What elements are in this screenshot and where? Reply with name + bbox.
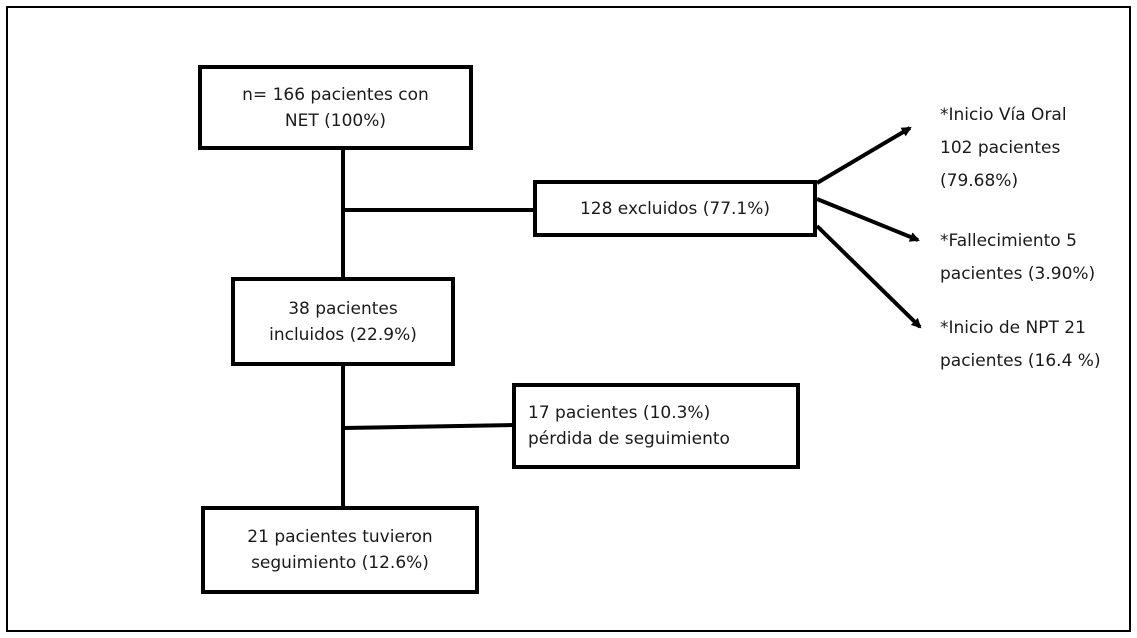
arrow-to-npt bbox=[815, 224, 922, 329]
lost-followup-box: 17 pacientes (10.3%) pérdida de seguimie… bbox=[512, 383, 800, 469]
npt-line-1: *Inicio de NPT 21 bbox=[940, 318, 1086, 338]
included-box: 38 pacientes incluidos (22.9%) bbox=[231, 277, 455, 366]
figure-frame bbox=[6, 6, 1131, 632]
followed-line-2: seguimiento (12.6%) bbox=[251, 553, 429, 573]
connector-to-lost bbox=[342, 423, 515, 430]
lost-line-1: 17 pacientes (10.3%) bbox=[528, 403, 711, 423]
followed-box: 21 pacientes tuvieron seguimiento (12.6%… bbox=[201, 506, 479, 594]
lost-line-2: pérdida de seguimiento bbox=[528, 429, 730, 449]
oral-line-2: 102 pacientes bbox=[940, 138, 1061, 158]
arrow-to-oral bbox=[815, 126, 912, 185]
followed-line-1: 21 pacientes tuvieron bbox=[247, 527, 433, 547]
oral-line-3: (79.68%) bbox=[940, 171, 1019, 191]
death-line-2: pacientes (3.90%) bbox=[940, 264, 1096, 284]
total-line-2: NET (100%) bbox=[284, 110, 387, 131]
total-patients-box: n= 166 pacientes con NET (100%) bbox=[198, 65, 473, 150]
outcome-death: *Fallecimiento 5 pacientes (3.90%) bbox=[940, 228, 1095, 287]
included-line-1: 38 pacientes bbox=[288, 298, 398, 319]
oral-line-1: *Inicio Vía Oral bbox=[940, 105, 1067, 125]
death-line-1: *Fallecimiento 5 bbox=[940, 231, 1077, 251]
npt-line-2: pacientes (16.4 %) bbox=[940, 351, 1101, 371]
included-line-2: incluidos (22.9%) bbox=[269, 324, 417, 345]
outcome-oral: *Inicio Vía Oral 102 pacientes (79.68%) bbox=[940, 102, 1067, 194]
arrow-to-death bbox=[816, 197, 920, 242]
excluded-line-1: 128 excluidos (77.1%) bbox=[579, 198, 771, 219]
total-line-1: n= 166 pacientes con bbox=[242, 84, 429, 105]
excluded-box: 128 excluidos (77.1%) bbox=[533, 180, 817, 237]
outcome-npt: *Inicio de NPT 21 pacientes (16.4 %) bbox=[940, 315, 1101, 374]
